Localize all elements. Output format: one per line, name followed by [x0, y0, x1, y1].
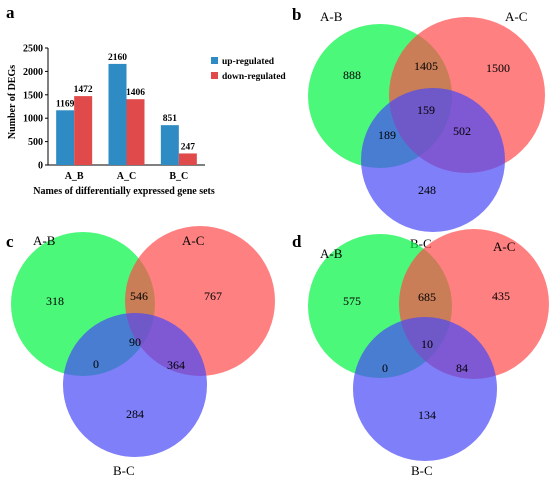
panel-label-a: a: [6, 3, 15, 22]
bar-value-label: 247: [181, 142, 196, 152]
x-tick-label: A_C: [117, 171, 136, 182]
legend-label-down: down-regulated: [222, 72, 286, 82]
venn-d-all: 10: [421, 337, 433, 351]
venn-b-circle-bc: [361, 88, 505, 232]
bar-chart-panel: a 0 500 1000 1500 2000 2500 1169 1472 A_B 2160 140…: [6, 3, 286, 197]
venn-d-only-ac: 435: [492, 289, 510, 303]
venn-d-ab-bc: 0: [382, 361, 388, 375]
venn-b-only-bc: 248: [418, 183, 436, 197]
venn-c-only-ab: 318: [46, 294, 64, 308]
bar-value-label: 1406: [126, 88, 145, 98]
x-tick-label: A_B: [65, 171, 84, 182]
bar: [108, 63, 127, 165]
bar-value-label: 1169: [56, 99, 75, 109]
x-axis-title: Names of differentially expressed gene s…: [33, 186, 215, 197]
venn-c-set-bc: B-C: [113, 463, 135, 478]
y-tick-label: 0: [38, 161, 43, 172]
panel-label-b: b: [292, 5, 301, 24]
bar: [126, 99, 145, 165]
venn-d-set-ab: A-B: [320, 246, 343, 261]
panel-label-c: c: [6, 232, 14, 251]
venn-c-ac-bc: 364: [167, 358, 185, 372]
venn-d-circle-bc: [353, 317, 497, 461]
bar: [178, 153, 197, 165]
legend-swatch-up: [211, 57, 218, 64]
venn-b-ab-bc: 189: [378, 128, 396, 142]
venn-b-set-ab: A-B: [320, 9, 343, 24]
y-tick-label: 1500: [23, 90, 43, 101]
venn-panel-c: c A-B A-C B-C 318 546 767 90 0 364 284: [6, 226, 275, 478]
bar-plot-area: 0 500 1000 1500 2000 2500 1169 1472 A_B 2160 1406 A…: [23, 44, 205, 182]
legend-swatch-down: [211, 72, 218, 79]
venn-b-ac-bc: 502: [453, 124, 471, 138]
venn-c-ab-bc: 0: [93, 357, 99, 371]
venn-b-set-ac: A-C: [505, 9, 527, 24]
venn-d-ab-ac: 685: [418, 290, 436, 304]
venn-c-set-ac: A-C: [182, 233, 204, 248]
bar: [160, 125, 179, 165]
x-tick-label: B_C: [169, 171, 188, 182]
y-tick-label: 2500: [23, 44, 43, 55]
y-tick-label: 1000: [23, 114, 43, 125]
venn-c-only-ac: 767: [204, 289, 222, 303]
venn-c-all: 90: [129, 335, 141, 349]
venn-d-set-ac: A-C: [493, 239, 515, 254]
bar-value-label: 1472: [74, 85, 93, 95]
venn-b-all: 159: [417, 103, 435, 117]
y-tick-label: 500: [28, 137, 43, 148]
panel-label-d: d: [292, 232, 302, 251]
venn-b-only-ac: 1500: [486, 61, 510, 75]
bar: [74, 96, 93, 165]
legend: up-regulated down-regulated: [211, 57, 286, 82]
bar: [56, 110, 75, 165]
venn-panel-b: b A-B A-C B-C 888 1405 1500 159 189 502 …: [292, 5, 545, 251]
venn-c-ab-ac: 546: [130, 289, 148, 303]
venn-c-set-ab: A-B: [33, 233, 56, 248]
bar-value-label: 2160: [108, 53, 127, 63]
venn-d-ac-bc: 84: [456, 361, 468, 375]
y-tick-label: 2000: [23, 67, 43, 78]
venn-b-only-ab: 888: [343, 68, 361, 82]
venn-b-ab-ac: 1405: [414, 59, 438, 73]
venn-c-circle-bc: [63, 313, 207, 457]
y-axis-title: Number of DEGs: [7, 65, 18, 139]
venn-panel-d: d A-B A-C B-C 575 685 435 10 0 84 134: [292, 229, 549, 478]
venn-d-set-bc: B-C: [411, 463, 433, 478]
legend-label-up: up-regulated: [222, 57, 275, 67]
venn-d-only-bc: 134: [418, 408, 436, 422]
venn-c-only-bc: 284: [126, 407, 144, 421]
venn-d-only-ab: 575: [343, 294, 361, 308]
bar-value-label: 851: [163, 114, 178, 124]
